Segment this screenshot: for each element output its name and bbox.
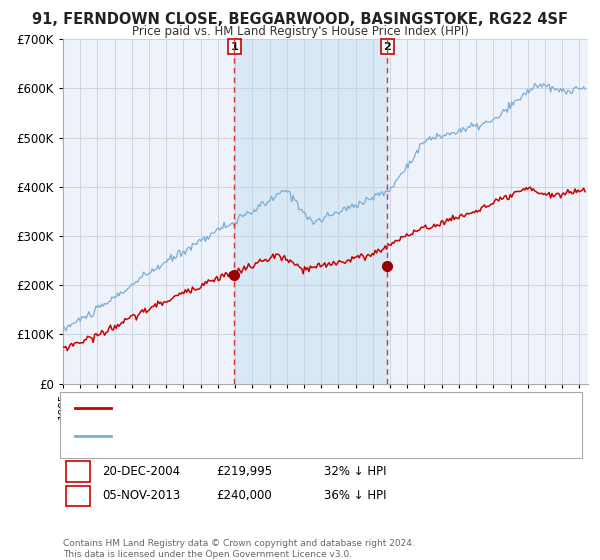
Text: Price paid vs. HM Land Registry's House Price Index (HPI): Price paid vs. HM Land Registry's House … bbox=[131, 25, 469, 38]
Text: 20-DEC-2004: 20-DEC-2004 bbox=[102, 465, 180, 478]
Text: 05-NOV-2013: 05-NOV-2013 bbox=[102, 489, 180, 502]
Text: HPI: Average price, detached house, Basingstoke and Deane: HPI: Average price, detached house, Basi… bbox=[117, 431, 433, 441]
Text: £219,995: £219,995 bbox=[216, 465, 272, 478]
Text: 32% ↓ HPI: 32% ↓ HPI bbox=[324, 465, 386, 478]
Text: 2: 2 bbox=[383, 41, 391, 52]
Text: Contains HM Land Registry data © Crown copyright and database right 2024.
This d: Contains HM Land Registry data © Crown c… bbox=[63, 539, 415, 559]
Text: 1: 1 bbox=[230, 41, 238, 52]
Text: 36% ↓ HPI: 36% ↓ HPI bbox=[324, 489, 386, 502]
Bar bbox=[235, 39, 387, 384]
Text: 91, FERNDOWN CLOSE, BEGGARWOOD, BASINGSTOKE, RG22 4SF: 91, FERNDOWN CLOSE, BEGGARWOOD, BASINGST… bbox=[32, 12, 568, 27]
Text: 1: 1 bbox=[74, 465, 82, 478]
Text: 91, FERNDOWN CLOSE, BEGGARWOOD, BASINGSTOKE, RG22 4SF (detached house): 91, FERNDOWN CLOSE, BEGGARWOOD, BASINGST… bbox=[117, 403, 554, 413]
Text: 2: 2 bbox=[74, 489, 82, 502]
Text: £240,000: £240,000 bbox=[216, 489, 272, 502]
